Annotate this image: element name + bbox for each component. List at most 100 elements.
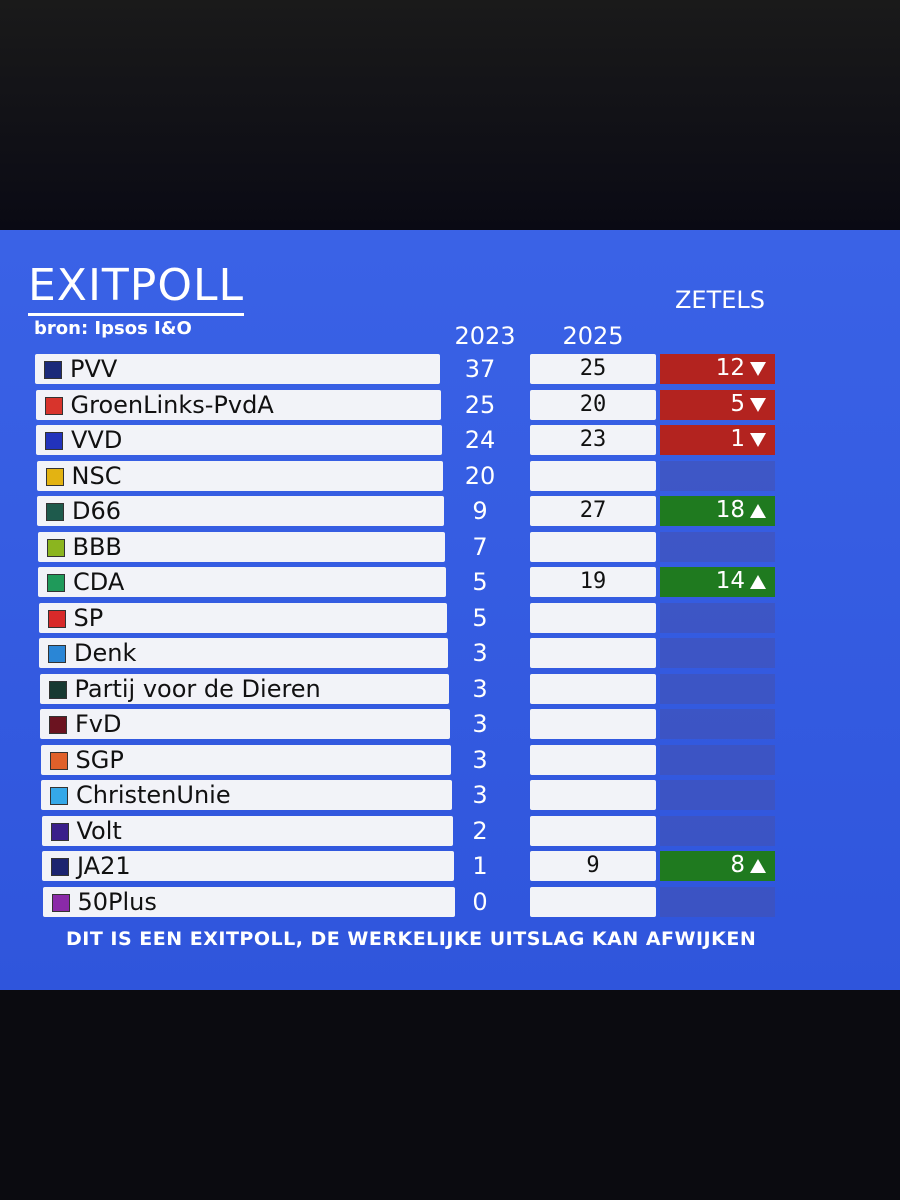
- party-swatch: [48, 645, 66, 663]
- change-empty: [660, 531, 775, 562]
- value-2023: 3: [472, 674, 488, 703]
- name-box: [35, 389, 441, 420]
- value-2023: 3: [472, 781, 488, 809]
- name-box: [40, 744, 451, 775]
- name-box: [38, 602, 447, 633]
- change-empty: [660, 673, 775, 704]
- name-box: [42, 886, 455, 917]
- name-box: [41, 815, 453, 846]
- value-2025-box: [530, 780, 656, 810]
- value-2025-box: [530, 567, 656, 597]
- source: bron: Ipsos I&O: [34, 318, 192, 339]
- name-box: [38, 567, 446, 597]
- value-2023: 3: [472, 639, 488, 667]
- change-arrow: [750, 397, 766, 412]
- change-empty: [660, 886, 775, 917]
- value-2025: 19: [579, 569, 607, 594]
- footer: DIT IS EEN EXITPOLL, DE WERKELIJKE UITSL…: [66, 928, 757, 950]
- party-swatch: [45, 467, 64, 486]
- value-2023: 24: [464, 426, 496, 454]
- value-2023: 25: [464, 390, 496, 419]
- value-2025-box: [530, 354, 656, 384]
- change-value: 14: [715, 568, 745, 594]
- party-name: GroenLinks-PvdA: [70, 390, 274, 419]
- party-name: Denk: [74, 639, 137, 667]
- change-arrow: [750, 575, 766, 589]
- change-arrow: [750, 362, 766, 376]
- value-2023: 1: [472, 852, 488, 880]
- party-swatch: [49, 751, 68, 770]
- value-2025-box: [530, 709, 656, 739]
- name-box: [36, 425, 442, 455]
- col-head-change: ZETELS: [674, 286, 766, 314]
- party-name: JA21: [77, 852, 131, 880]
- value-2023: 5: [472, 568, 488, 596]
- change-empty: [660, 709, 775, 739]
- change-empty: [660, 744, 775, 775]
- party-swatch: [50, 822, 69, 841]
- name-box: [36, 460, 443, 491]
- party-swatch: [46, 503, 64, 521]
- value-2025-box: [530, 602, 656, 633]
- party-swatch: [49, 716, 67, 734]
- value-2025: 25: [579, 356, 607, 381]
- value-2025: 9: [586, 853, 600, 878]
- party-name: CDA: [73, 568, 125, 596]
- value-2025-box: [530, 851, 656, 881]
- name-box: [35, 354, 440, 384]
- title: EXITPOLL: [28, 260, 244, 316]
- party-name: NSC: [71, 461, 122, 490]
- value-2025-box: [530, 389, 656, 420]
- name-box: [39, 638, 448, 668]
- col-head-2023: 2023: [454, 322, 516, 350]
- change-empty: [660, 638, 775, 668]
- value-2025-box: [530, 638, 656, 668]
- change-empty: [660, 780, 775, 810]
- party-swatch: [48, 680, 67, 699]
- party-name: PVV: [70, 355, 118, 383]
- change-empty: [660, 815, 775, 846]
- party-swatch: [45, 432, 63, 450]
- party-swatch: [44, 361, 62, 379]
- change-value: 8: [730, 852, 745, 878]
- party-name: VVD: [71, 426, 123, 454]
- change-arrow: [750, 859, 766, 873]
- party-swatch: [50, 787, 68, 805]
- change-value: 1: [730, 426, 745, 452]
- value-2023: 9: [472, 497, 488, 525]
- value-2025-box: [530, 886, 656, 917]
- value-2023: 20: [464, 461, 496, 490]
- value-2023: 7: [472, 532, 488, 561]
- name-box: [42, 851, 454, 881]
- tv-frame-top: [0, 0, 900, 230]
- party-swatch: [51, 893, 70, 912]
- change-arrow: [750, 433, 766, 447]
- party-swatch: [44, 396, 63, 415]
- value-2023: 2: [472, 816, 488, 845]
- screen: EXITPOLL bron: Ipsos I&O 2023 2025 ZETEL…: [0, 230, 900, 990]
- party-name: Partij voor de Dieren: [74, 674, 321, 703]
- value-2025-box: [530, 460, 656, 491]
- party-swatch: [47, 574, 65, 592]
- value-2025: 27: [579, 498, 607, 523]
- value-2023: 3: [472, 710, 488, 738]
- party-swatch: [47, 609, 66, 628]
- value-2025-box: [530, 815, 656, 846]
- name-box: [39, 673, 449, 704]
- value-2025-box: [530, 673, 656, 704]
- value-2025-box: [530, 744, 656, 775]
- value-2023: 37: [464, 355, 496, 383]
- party-name: 50Plus: [77, 887, 157, 916]
- col-head-2025: 2025: [562, 322, 624, 350]
- party-name: SP: [73, 603, 104, 632]
- name-box: [37, 496, 444, 526]
- value-2023: 5: [472, 603, 488, 632]
- party-name: D66: [72, 497, 122, 525]
- name-box: [40, 709, 450, 739]
- value-2025-box: [530, 531, 656, 562]
- party-name: FvD: [75, 710, 122, 738]
- party-swatch: [51, 858, 69, 876]
- party-name: BBB: [72, 532, 122, 561]
- change-value: 5: [730, 390, 745, 417]
